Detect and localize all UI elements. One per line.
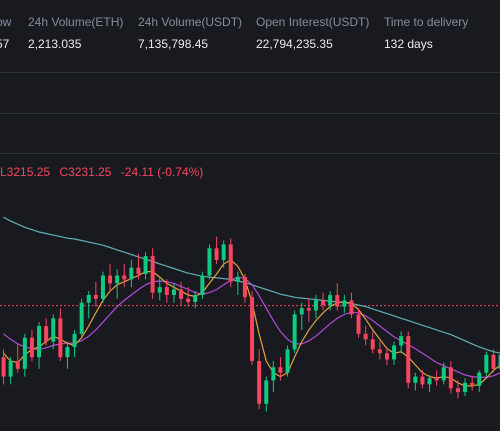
ohlc-low: L3215.25 [0, 165, 51, 179]
candle-body [498, 354, 500, 369]
delivery-label: Time to delivery [384, 15, 469, 29]
candle-body [356, 314, 361, 334]
candle-body [328, 294, 333, 306]
open-interest-value: 22,794,235.35 [256, 37, 333, 51]
candle-body [392, 345, 397, 360]
open-interest-link[interactable]: Open Interest [256, 15, 329, 29]
candlestick-chart[interactable] [0, 190, 500, 431]
candle-body [207, 248, 212, 276]
candle-body [58, 318, 63, 358]
stat-cut-value: 57 [0, 37, 10, 51]
candle-body [72, 333, 77, 348]
candle-body [86, 294, 91, 303]
candle-body [108, 275, 113, 284]
candle-body [420, 376, 425, 385]
candle-body [150, 256, 155, 293]
volume-usdt-label: 24h Volume(USDT) [138, 15, 243, 29]
candle-body [22, 337, 27, 369]
candle-body [285, 349, 290, 373]
candle-body [257, 361, 262, 404]
candle-body [377, 349, 382, 354]
candle-body [264, 380, 269, 404]
candle-body [51, 318, 56, 342]
candle-body [292, 314, 297, 350]
candle-body [370, 339, 375, 350]
candle-body [129, 267, 134, 280]
candle-body [342, 300, 347, 307]
candle-body [44, 326, 49, 342]
candle-body [143, 256, 148, 274]
candle-body [214, 248, 219, 260]
candle-body [455, 388, 460, 393]
stat-volume-usdt: 24h Volume(USDT) 7,135,798.45 [138, 14, 242, 52]
candle-body [349, 300, 354, 315]
open-interest-label: Open Interest(USDT) [256, 14, 369, 30]
stat-time-to-delivery: Time to delivery 132 days [384, 14, 468, 52]
candle-body [228, 244, 233, 282]
candle-body [115, 275, 120, 284]
candle-body [65, 347, 70, 358]
divider-chart [0, 153, 500, 154]
candle-body [186, 298, 191, 302]
candle-body [399, 336, 404, 346]
divider-top [0, 72, 500, 73]
candle-body [1, 357, 6, 377]
candle-body [335, 294, 340, 307]
ma-mid-line [3, 276, 500, 378]
candle-body [413, 376, 418, 383]
volume-usdt-value: 7,135,798.45 [138, 37, 209, 51]
candle-body [79, 302, 84, 334]
candle-body [484, 354, 489, 373]
ticker-stats-bar: ow 57 24h Volume(ETH) 2,213.035 24h Volu… [0, 0, 500, 72]
candle-body [8, 361, 13, 377]
candle-body [29, 337, 34, 358]
volume-eth-value: 2,213.035 [28, 37, 82, 51]
candle-body [37, 326, 42, 358]
candle-body [299, 308, 304, 315]
open-interest-unit: (USDT) [328, 15, 370, 29]
candle-body [278, 367, 283, 373]
candle-body [491, 354, 496, 369]
divider-middle [0, 113, 500, 114]
ohlc-close: C3231.25 [59, 165, 112, 179]
candle-body [122, 275, 127, 280]
candle-body [441, 367, 446, 381]
candle-body [221, 244, 226, 260]
candle-body [179, 289, 184, 299]
candle-body [306, 308, 311, 311]
candle-body [157, 287, 162, 293]
candle-body [434, 378, 439, 381]
candle-body [406, 336, 411, 383]
candle-body [93, 294, 98, 299]
candle-body [15, 361, 20, 369]
candle-body [171, 289, 176, 295]
candle-body [242, 277, 247, 298]
volume-eth-label: 24h Volume(ETH) [28, 15, 124, 29]
ohlc-readout: L3215.25 C3231.25 -24.11 (-0.74%) [0, 165, 209, 179]
candle-body [477, 372, 482, 386]
candle-body [321, 300, 326, 306]
candle-body [384, 353, 389, 360]
candle-body [427, 378, 432, 385]
candle-body [100, 275, 105, 299]
candle-body [164, 287, 169, 295]
candle-body [313, 300, 318, 311]
candle-body [470, 382, 475, 386]
candle-body [250, 297, 255, 362]
candle-body [363, 333, 368, 340]
candle-body [136, 267, 141, 274]
stat-cut-label: ow [0, 15, 12, 29]
candle-body [200, 275, 205, 295]
candle-body [193, 294, 198, 302]
delivery-value: 132 days [384, 37, 433, 51]
stat-open-interest: Open Interest(USDT) 22,794,235.35 [256, 14, 369, 52]
stat-cut-off: ow 57 [0, 14, 11, 52]
candle-body [448, 367, 453, 389]
candle-body [235, 277, 240, 282]
candle-body [271, 367, 276, 381]
ohlc-change: -24.11 (-0.74%) [120, 165, 204, 179]
candle-body [463, 382, 468, 393]
stat-volume-eth: 24h Volume(ETH) 2,213.035 [28, 14, 123, 52]
